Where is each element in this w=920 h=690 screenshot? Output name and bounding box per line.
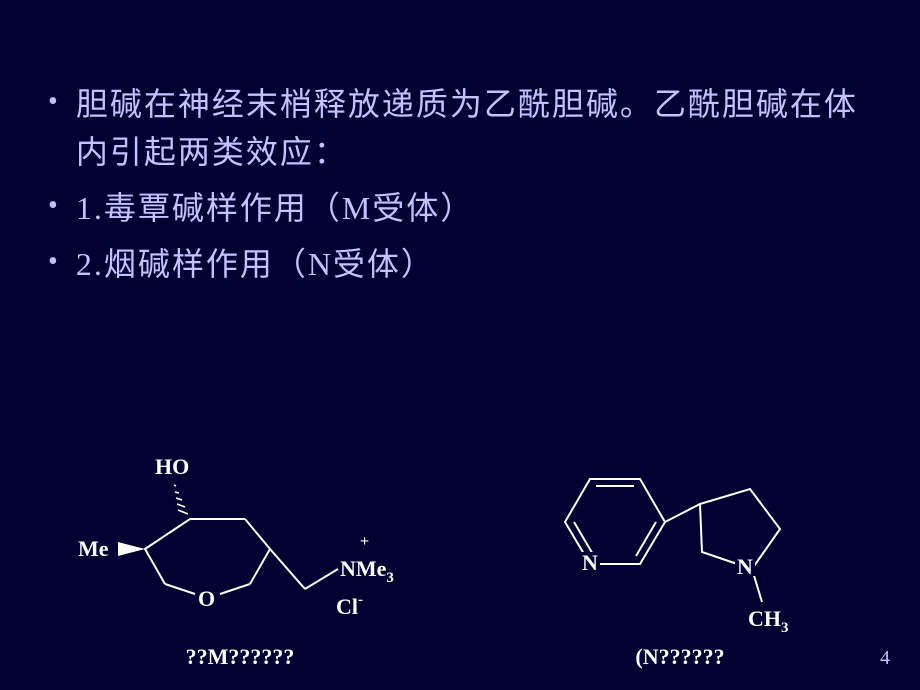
label-ch3-sub: 3: [781, 620, 789, 634]
page-number: 4: [880, 647, 890, 670]
slide-content: • 胆碱在神经末梢释放递质为乙酰胆碱。乙酰胆碱在体内引起两类效应： • 1.毒覃…: [0, 0, 920, 288]
label-ho: HO: [155, 454, 189, 479]
label-ch3: CH: [748, 606, 781, 631]
bullet-marker: •: [48, 184, 58, 228]
muscarine-svg: HO Me O NMe3 + Cl-: [70, 434, 410, 634]
bullet-row-3: • 2.烟碱样作用（N受体）: [40, 240, 880, 288]
bullet-text-1: 胆碱在神经末梢释放递质为乙酰胆碱。乙酰胆碱在体内引起两类效应：: [76, 80, 880, 176]
structure-nicotine: N N CH3 (N??????: [530, 434, 830, 670]
label-nme3-sub: 3: [386, 570, 394, 586]
bullet-marker: •: [48, 240, 58, 284]
label-cl-charge: -: [358, 592, 363, 608]
chemical-structures-area: HO Me O NMe3 + Cl- ??M??????: [0, 400, 920, 680]
bullet-row-1: • 胆碱在神经末梢释放递质为乙酰胆碱。乙酰胆碱在体内引起两类效应：: [40, 80, 880, 176]
structure-right-label: (N??????: [530, 644, 830, 670]
label-me: Me: [78, 536, 109, 561]
label-n-pyrrolidine: N: [737, 554, 753, 579]
bullet-text-3: 2.烟碱样作用（N受体）: [76, 240, 435, 288]
label-plus: +: [360, 533, 369, 550]
svg-text:CH3: CH3: [748, 606, 789, 634]
structure-left-label: ??M??????: [70, 644, 410, 670]
structure-muscarine: HO Me O NMe3 + Cl- ??M??????: [70, 434, 410, 670]
bullet-marker: •: [48, 80, 58, 124]
svg-text:NMe3: NMe3: [340, 556, 394, 586]
bullet-row-2: • 1.毒覃碱样作用（M受体）: [40, 184, 880, 232]
label-n-pyridine: N: [582, 550, 598, 575]
nicotine-svg: N N CH3: [530, 434, 830, 634]
label-o: O: [198, 586, 215, 611]
bullet-text-2: 1.毒覃碱样作用（M受体）: [76, 184, 474, 232]
label-nme3: NMe: [340, 556, 387, 581]
svg-text:Cl-: Cl-: [336, 592, 363, 619]
label-cl: Cl: [336, 594, 358, 619]
